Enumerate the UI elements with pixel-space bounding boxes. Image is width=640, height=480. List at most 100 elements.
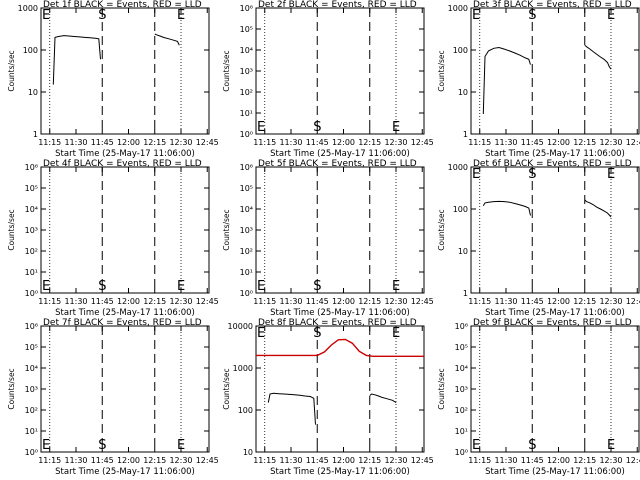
panel-title: Det 5f BLACK = Events, RED = LLD [258, 159, 417, 169]
y-axis-label: Counts/sec [437, 50, 446, 91]
y-tick-label: 10⁰ [25, 448, 38, 457]
start-marker-label: S [313, 279, 321, 294]
x-tick-label: 12:30 [599, 138, 622, 147]
y-tick-label: 10000 [228, 322, 253, 331]
x-tick-label: 11:45 [91, 456, 114, 465]
x-tick-label: 12:45 [626, 456, 640, 465]
x-tick-label: 11:45 [521, 138, 544, 147]
start-marker-label: S [98, 8, 106, 23]
x-axis-label: Start Time (25-May-17 11:06:00) [485, 149, 625, 159]
x-tick-label: 12:15 [143, 138, 166, 147]
x-tick-label: 12:30 [169, 138, 192, 147]
x-tick-label: 12:00 [547, 456, 570, 465]
panel-title: Det 6f BLACK = Events, RED = LLD [473, 159, 632, 169]
x-tick-label: 12:45 [626, 138, 640, 147]
x-tick-label: 11:30 [64, 138, 87, 147]
y-tick-label: 10⁰ [240, 130, 253, 139]
y-axis-label: Counts/sec [222, 50, 231, 91]
x-tick-label: 11:15 [468, 138, 491, 147]
x-tick-label: 12:30 [384, 297, 407, 306]
detector-panel-1: Det 1f BLACK = Events, RED = LLD 1 10 100 10… [7, 0, 219, 159]
y-tick-label: 10⁵ [240, 25, 253, 34]
series-line-2 [584, 199, 612, 218]
x-tick-label: 12:15 [573, 456, 596, 465]
series-line-1 [482, 200, 531, 216]
y-tick-label: 10¹ [240, 109, 253, 118]
y-tick-label: 10¹ [25, 427, 38, 436]
x-tick-label: 11:15 [253, 138, 276, 147]
x-tick-label: 12:30 [599, 456, 622, 465]
panel-title: Det 3f BLACK = Events, RED = LLD [473, 0, 632, 10]
x-tick-label: 12:15 [358, 297, 381, 306]
y-tick-label: 10⁴ [25, 205, 38, 214]
y-tick-label: 10⁴ [240, 205, 253, 214]
x-axis-label: Start Time (25-May-17 11:06:00) [55, 308, 195, 318]
y-tick-label: 10⁵ [455, 343, 468, 352]
end-marker-label: E [472, 438, 480, 453]
y-tick-label: 1000 [233, 364, 253, 373]
end-marker-label: E [177, 8, 185, 23]
end-marker-label: E [392, 326, 400, 341]
series-line-1 [52, 35, 101, 85]
x-tick-label: 12:45 [196, 456, 219, 465]
x-tick-label: 12:15 [143, 297, 166, 306]
y-axis-label: Counts/sec [222, 368, 231, 409]
start-marker-label: S [528, 167, 536, 182]
plot-frame [470, 166, 640, 294]
end-marker-label: E [42, 279, 50, 294]
x-tick-label: 11:30 [64, 297, 87, 306]
end-marker-label: E [607, 438, 615, 453]
x-axis-label: Start Time (25-May-17 11:06:00) [485, 308, 625, 318]
end-marker-label: E [42, 438, 50, 453]
panel-title: Det 1f BLACK = Events, RED = LLD [43, 0, 202, 10]
plot-frame [470, 7, 640, 135]
panel-title: Det 2f BLACK = Events, RED = LLD [258, 0, 417, 10]
x-tick-label: 12:30 [169, 297, 192, 306]
x-tick-label: 12:15 [143, 456, 166, 465]
x-tick-label: 11:15 [468, 456, 491, 465]
y-tick-label: 10³ [455, 385, 468, 394]
end-marker-label: E [392, 279, 400, 294]
end-marker-label: E [257, 120, 265, 135]
y-tick-label: 10 [28, 88, 38, 97]
x-tick-label: 12:30 [384, 138, 407, 147]
y-tick-label: 1000 [448, 163, 468, 172]
x-tick-label: 12:45 [196, 297, 219, 306]
y-tick-label: 10² [455, 406, 468, 415]
panel-title: Det 7f BLACK = Events, RED = LLD [43, 318, 202, 328]
plot-frame [40, 325, 210, 453]
x-tick-label: 11:45 [521, 297, 544, 306]
y-tick-label: 100 [453, 46, 468, 55]
y-tick-label: 10⁶ [240, 163, 253, 172]
end-marker-label: E [257, 279, 265, 294]
detector-panel-6: Det 6f BLACK = Events, RED = LLD 1 10 100 10… [437, 159, 640, 318]
y-tick-label: 10⁶ [240, 4, 253, 13]
x-tick-label: 11:30 [279, 297, 302, 306]
x-tick-label: 11:30 [494, 297, 517, 306]
end-marker-label: E [472, 8, 480, 23]
x-axis-label: Start Time (25-May-17 11:06:00) [270, 149, 410, 159]
y-tick-label: 10² [240, 247, 253, 256]
y-tick-label: 10¹ [25, 268, 38, 277]
y-tick-label: 10³ [25, 226, 38, 235]
end-marker-label: E [392, 120, 400, 135]
y-tick-label: 1000 [448, 4, 468, 13]
x-tick-label: 12:30 [384, 456, 407, 465]
x-tick-label: 12:15 [358, 456, 381, 465]
y-tick-label: 100 [453, 205, 468, 214]
y-tick-label: 10⁵ [25, 343, 38, 352]
y-tick-label: 10⁴ [25, 364, 38, 373]
series-line-3 [369, 393, 397, 404]
x-tick-label: 12:15 [573, 138, 596, 147]
x-tick-label: 11:45 [306, 456, 329, 465]
x-tick-label: 11:15 [38, 456, 61, 465]
x-tick-label: 12:00 [547, 297, 570, 306]
x-tick-label: 12:45 [196, 138, 219, 147]
start-marker-label: S [98, 279, 106, 294]
series-line-2 [154, 33, 180, 46]
panel-title: Det 8f BLACK = Events, RED = LLD [258, 318, 417, 328]
x-tick-label: 11:45 [306, 138, 329, 147]
x-tick-label: 12:45 [411, 297, 434, 306]
x-tick-label: 12:00 [332, 297, 355, 306]
